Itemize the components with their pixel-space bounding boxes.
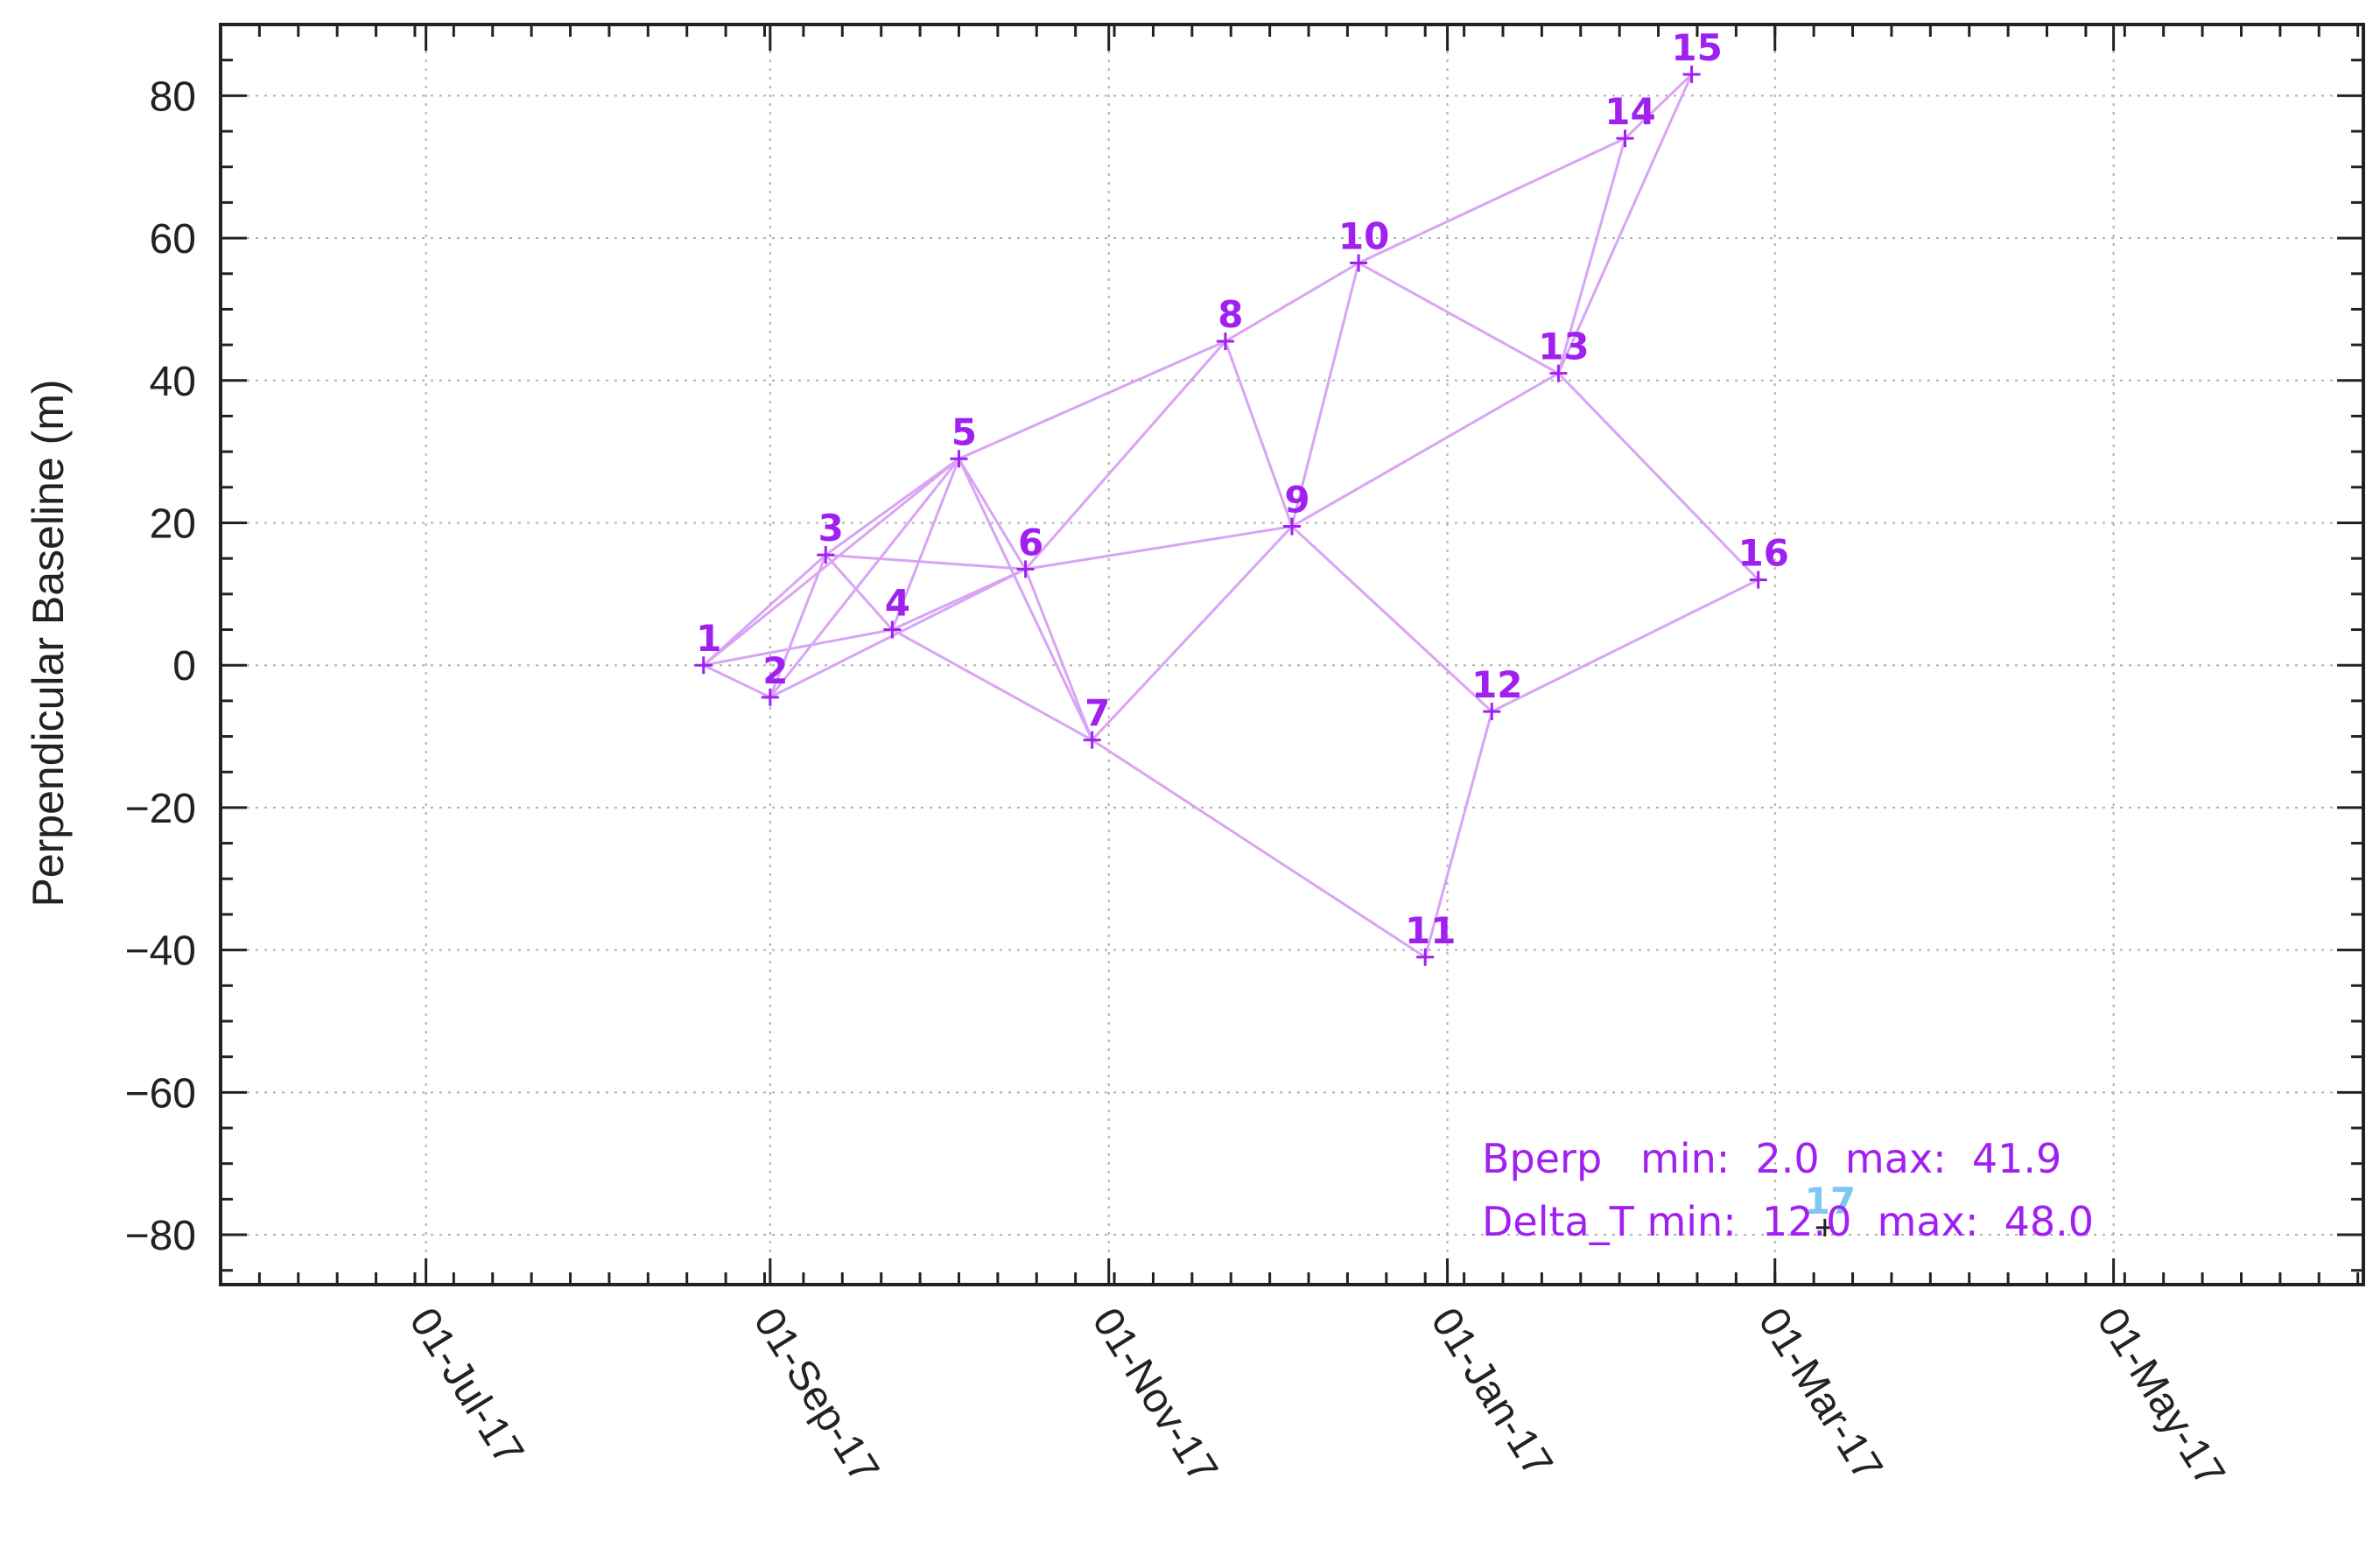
baseline-edge-1-2	[703, 663, 771, 699]
baseline-edge-5-7	[958, 458, 1094, 741]
point-3: 3	[817, 507, 844, 564]
baseline-edge-1-3	[702, 553, 827, 667]
y-tick-label: −60	[125, 1070, 196, 1117]
baseline-edge-4-5	[890, 458, 960, 631]
y-tick-label: 60	[150, 216, 196, 263]
baseline-edge-2-3	[769, 554, 827, 698]
point-label: 13	[1538, 326, 1589, 368]
baseline-edge-8-10	[1225, 262, 1359, 343]
baseline-edge-6-8	[1024, 340, 1227, 571]
point-10: 10	[1338, 215, 1389, 272]
baseline-edge-10-13	[1358, 262, 1560, 375]
point-2: 2	[761, 649, 788, 706]
point-label: 2	[762, 649, 788, 692]
baseline-edge-8-9	[1224, 340, 1294, 528]
point-5: 5	[950, 410, 977, 468]
point-4: 4	[883, 582, 910, 639]
baseline-edge-6-7	[1024, 568, 1094, 741]
point-9: 9	[1283, 479, 1310, 536]
point-15: 15	[1671, 26, 1723, 83]
point-14: 14	[1604, 90, 1656, 148]
point-label: 14	[1604, 90, 1655, 133]
plot-frame	[219, 23, 2365, 1286]
baseline-edge-4-6	[891, 568, 1027, 631]
point-1: 1	[694, 617, 721, 675]
y-tick-label: −20	[125, 786, 196, 832]
point-label: 4	[885, 582, 910, 625]
y-tick-label: 80	[150, 74, 196, 120]
y-tick-label: −40	[125, 928, 196, 975]
point-label: 16	[1738, 532, 1788, 575]
baseline-edge-13-16	[1557, 372, 1759, 581]
stats-delta-t: Delta_T min: 12.0 max: 48.0	[1482, 1198, 2094, 1245]
point-8: 8	[1216, 293, 1244, 351]
baseline-edge-4-7	[891, 628, 1093, 741]
y-tick-label: 0	[172, 643, 196, 690]
point-label: 6	[1018, 521, 1043, 564]
baseline-connections	[702, 73, 1759, 959]
stats-bperp: Bperp min: 2.0 max: 41.9	[1482, 1135, 2061, 1182]
point-label: 12	[1471, 663, 1522, 706]
point-label: 7	[1085, 692, 1110, 735]
y-tick-label: 40	[150, 359, 196, 405]
y-tick-label: −80	[125, 1213, 196, 1259]
point-label: 3	[818, 507, 844, 550]
baseline-edge-7-11	[1091, 739, 1427, 959]
baseline-stats: Bperp min: 2.0 max: 41.9 Delta_T min: 12…	[1482, 1135, 2094, 1245]
baseline-edge-10-14	[1358, 137, 1626, 264]
baseline-edge-3-6	[825, 553, 1026, 571]
y-axis-title: Perpendicular Baseline (m)	[24, 379, 73, 907]
point-13: 13	[1538, 326, 1590, 382]
y-tick-label: 20	[150, 501, 196, 547]
baseline-edge-9-12	[1290, 525, 1493, 713]
baseline-edge-12-16	[1491, 578, 1759, 713]
baseline-edge-13-15	[1557, 74, 1693, 375]
baseline-edge-7-9	[1091, 525, 1294, 741]
baseline-edge-9-13	[1291, 372, 1560, 528]
point-label: 11	[1405, 909, 1456, 952]
grid-lines	[221, 25, 2363, 1285]
point-16: 16	[1738, 532, 1789, 589]
point-12: 12	[1471, 663, 1523, 721]
baseline-edge-1-4	[703, 628, 893, 667]
baseline-edge-13-14	[1556, 137, 1626, 375]
baseline-edge-5-8	[958, 340, 1226, 460]
point-6: 6	[1016, 521, 1043, 578]
point-label: 8	[1218, 293, 1243, 336]
baseline-edge-2-5	[769, 458, 960, 698]
baseline-edge-3-4	[825, 554, 894, 631]
point-label: 1	[696, 617, 721, 660]
baseline-edge-3-5	[825, 458, 960, 557]
point-label: 17	[1805, 1180, 1856, 1222]
point-label: 15	[1671, 26, 1722, 69]
point-7: 7	[1083, 692, 1110, 749]
baseline-edge-6-9	[1025, 525, 1293, 571]
baseline-edge-14-15	[1624, 73, 1693, 140]
baseline-edge-9-10	[1290, 263, 1360, 527]
point-17: 17	[1805, 1180, 1856, 1236]
point-11: 11	[1405, 909, 1456, 966]
point-label: 5	[951, 410, 977, 453]
point-label: 10	[1338, 215, 1389, 258]
baseline-edge-11-12	[1423, 711, 1493, 958]
baseline-edge-5-6	[958, 458, 1027, 571]
point-label: 9	[1284, 479, 1309, 522]
